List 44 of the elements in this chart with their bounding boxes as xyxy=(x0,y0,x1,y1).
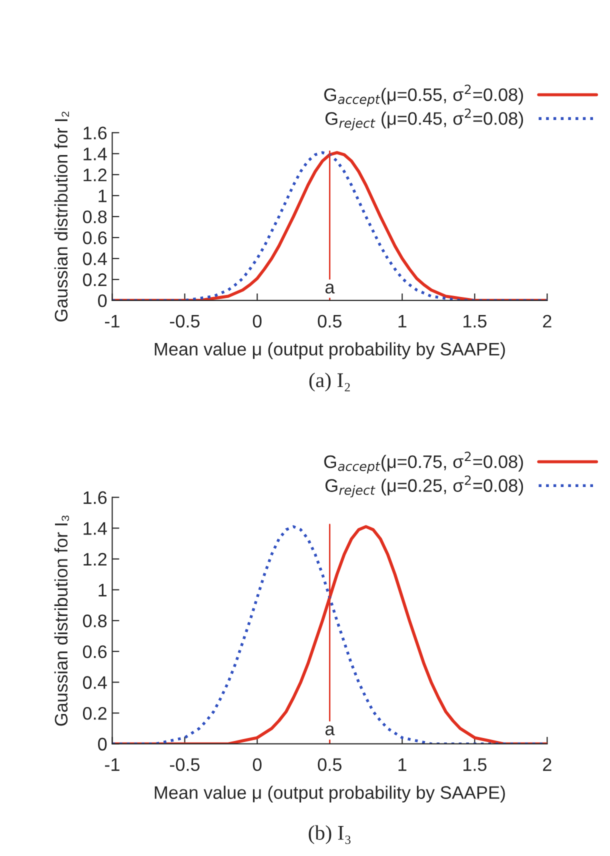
legend-label: G$_{accept}$(μ=0.75, σ$^{2}$=0.08) xyxy=(324,452,523,474)
y-tick-label: 0.2 xyxy=(82,273,106,286)
y-tick-label: 1.4 xyxy=(84,148,107,160)
y-axis-title: Gaussian distribution for I₂ xyxy=(54,112,69,322)
x-tick-label: 1.5 xyxy=(464,758,486,772)
x-axis-title: Mean value μ (output probability by SAAPE) xyxy=(154,786,505,803)
x-tick-label: 2 xyxy=(543,314,552,328)
x-axis-title: Mean value μ (output probability by SAAPE) xyxy=(154,342,505,360)
y-tick-label: 0.2 xyxy=(82,706,106,720)
ref-line-label: a xyxy=(325,725,335,736)
x-tick-label: 1.5 xyxy=(464,315,486,328)
legend-label: G$_{reject}$ (μ=0.25, σ$^{2}$=0.08) xyxy=(325,475,524,498)
y-tick-label: 0.8 xyxy=(82,210,107,224)
x-tick-label: -0.5 xyxy=(170,314,200,328)
x-tick-label: 0 xyxy=(252,314,262,328)
y-tick-label: 1.6 xyxy=(84,491,107,504)
x-tick-label: 0 xyxy=(252,758,262,772)
ref-line-label: a xyxy=(325,284,335,294)
y-tick-label: 0.8 xyxy=(82,614,107,628)
y-tick-label: 1.4 xyxy=(84,522,107,535)
y-tick-label: 1.6 xyxy=(84,126,107,140)
legend-label: G$_{accept}$(μ=0.55, σ$^{2}$=0.08) xyxy=(324,84,523,107)
text: (b) I₃ xyxy=(308,825,351,844)
x-tick-label: -1 xyxy=(105,758,120,771)
x-tick-label: 1 xyxy=(398,315,406,328)
x-tick-label: 2 xyxy=(543,758,552,771)
x-tick-label: -0.5 xyxy=(170,758,200,772)
y-tick-label: 0 xyxy=(98,738,107,751)
y-tick-label: 0.4 xyxy=(82,676,107,689)
y-tick-label: 0.6 xyxy=(82,231,107,244)
y-tick-label: 1 xyxy=(98,190,106,202)
y-tick-label: 0.6 xyxy=(82,645,107,658)
x-tick-label: 1 xyxy=(398,758,406,771)
y-axis-title: Gaussian distribution for I₃ xyxy=(54,516,70,726)
y-tick-label: 1.2 xyxy=(84,552,106,566)
x-tick-label: -1 xyxy=(105,315,120,328)
text: (a) I₂ xyxy=(309,372,350,392)
y-tick-label: 0 xyxy=(98,294,107,308)
legend-label: G$_{reject}$ (μ=0.45, σ$^{2}$=0.08) xyxy=(325,108,524,130)
y-tick-label: 1.2 xyxy=(84,168,106,182)
y-tick-label: 0.4 xyxy=(82,252,107,266)
x-tick-label: 0.5 xyxy=(318,314,342,328)
x-tick-label: 0.5 xyxy=(318,758,342,772)
y-tick-label: 1 xyxy=(98,584,106,596)
